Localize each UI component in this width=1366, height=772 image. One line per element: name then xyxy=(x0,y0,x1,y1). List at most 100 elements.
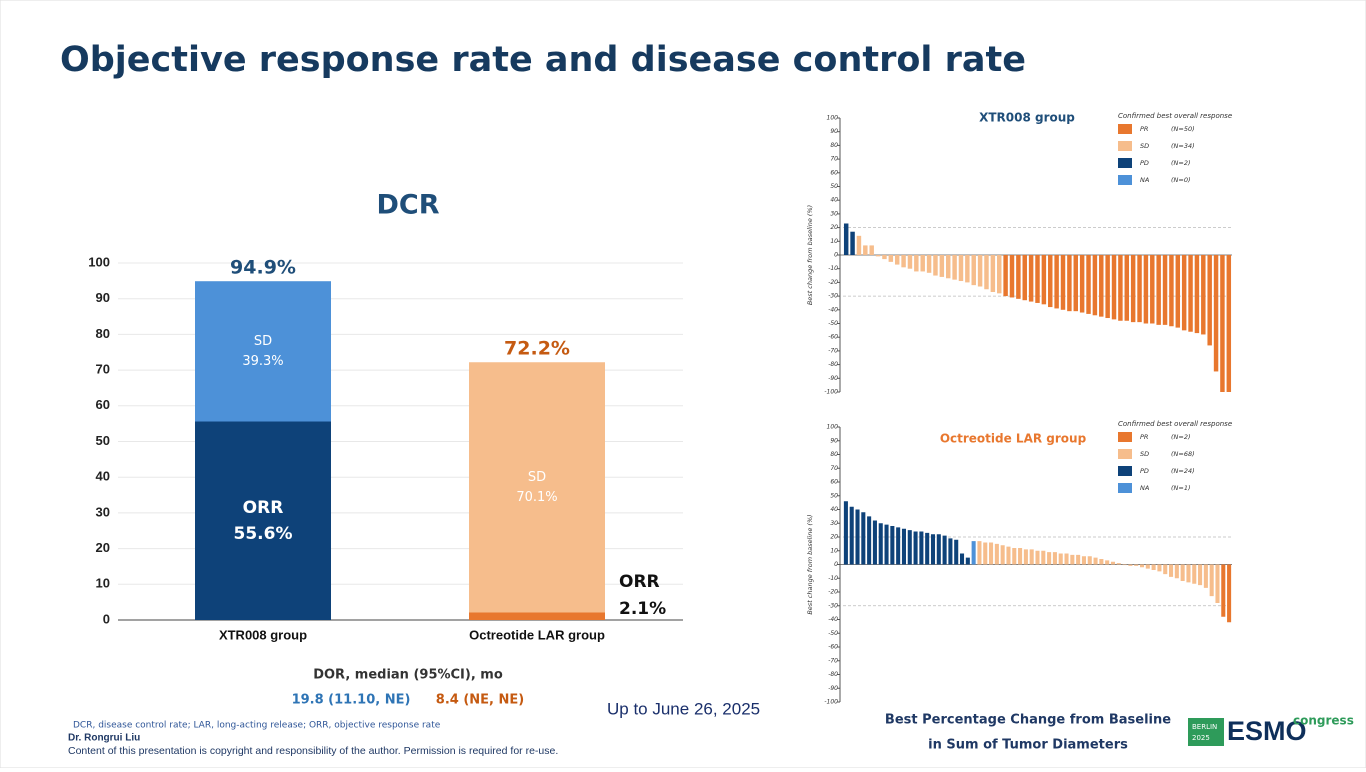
y-axis-label: Best change from baseline (%) xyxy=(806,205,814,305)
y-tick-label: 20 xyxy=(96,540,110,555)
bar xyxy=(1226,255,1232,392)
y-tick-label: 80 xyxy=(830,451,838,458)
y-tick-label: -20 xyxy=(828,279,838,286)
bar xyxy=(1099,559,1104,565)
bar xyxy=(954,539,959,565)
legend-count: (N=24) xyxy=(1171,467,1195,475)
bar xyxy=(1227,564,1232,623)
y-axis-label: Best change from baseline (%) xyxy=(806,514,814,614)
bar xyxy=(1110,561,1116,565)
y-tick-label: 0 xyxy=(834,561,838,568)
bar xyxy=(1054,255,1059,309)
bar xyxy=(1067,255,1072,312)
bar xyxy=(1156,255,1161,325)
bar xyxy=(1169,564,1174,577)
bar xyxy=(1157,564,1162,572)
legend-count: (N=2) xyxy=(1171,159,1191,167)
bar xyxy=(856,235,862,255)
bar xyxy=(1016,255,1021,299)
bar xyxy=(1111,255,1117,320)
legend-swatch xyxy=(1118,466,1132,476)
dor-label: DOR, median (95%CI), mo xyxy=(313,668,503,683)
bar xyxy=(1215,564,1220,603)
legend-count: (N=50) xyxy=(1171,125,1195,133)
logo-suffix: congress xyxy=(1293,714,1354,728)
bar xyxy=(1052,552,1057,565)
bar xyxy=(1175,255,1181,328)
y-tick-label: 100 xyxy=(827,115,839,122)
segment-label: 39.3% xyxy=(242,354,283,369)
y-tick-label: 60 xyxy=(830,169,838,176)
y-tick-label: -30 xyxy=(828,602,838,609)
y-tick-label: 0 xyxy=(103,611,110,626)
bar xyxy=(919,531,924,565)
y-tick-label: 50 xyxy=(96,433,110,448)
y-tick-label: 40 xyxy=(96,469,110,484)
bar xyxy=(1023,549,1028,565)
y-tick-label: -70 xyxy=(828,657,838,664)
bar xyxy=(1058,553,1063,565)
bar xyxy=(1213,255,1219,372)
y-tick-label: -90 xyxy=(828,685,838,692)
chart-title: XTR008 group xyxy=(979,111,1075,125)
y-tick-label: 50 xyxy=(830,183,838,190)
legend-count: (N=68) xyxy=(1171,450,1195,458)
bar xyxy=(965,255,970,283)
bar xyxy=(1203,564,1208,588)
y-tick-label: -40 xyxy=(828,306,838,313)
bar xyxy=(971,541,976,565)
segment-label: 55.6% xyxy=(234,524,293,544)
bar xyxy=(1086,255,1091,314)
bar xyxy=(1188,255,1193,332)
bar xyxy=(977,541,982,565)
bar xyxy=(1047,552,1052,565)
legend-label: PD xyxy=(1140,159,1149,167)
y-tick-label: -40 xyxy=(828,616,838,623)
segment-name: SD xyxy=(528,470,546,485)
bar-segment xyxy=(469,362,605,613)
y-tick-label: 30 xyxy=(830,210,838,217)
bar-segment xyxy=(469,612,605,620)
y-tick-label: -20 xyxy=(828,589,838,596)
legend-count: (N=1) xyxy=(1171,484,1191,492)
bar xyxy=(861,512,866,565)
bar xyxy=(1130,255,1136,323)
total-label: 72.2% xyxy=(504,338,570,360)
bar xyxy=(926,255,932,273)
bar xyxy=(855,509,860,565)
bar xyxy=(1048,255,1053,308)
bar xyxy=(1145,564,1150,569)
y-tick-label: 80 xyxy=(96,326,110,341)
segment-name: ORR xyxy=(243,498,284,518)
bar xyxy=(849,506,854,565)
bar xyxy=(1060,255,1066,310)
bar xyxy=(1139,564,1145,568)
segment-label: 70.1% xyxy=(516,490,557,505)
slide-title: Objective response rate and disease cont… xyxy=(60,40,1026,80)
logo-city: BERLIN xyxy=(1192,723,1217,731)
bar xyxy=(878,523,883,565)
logo-year: 2025 xyxy=(1192,734,1210,742)
y-tick-label: 90 xyxy=(96,290,110,305)
y-tick-label: 10 xyxy=(830,238,838,245)
bar xyxy=(843,501,848,565)
segment-label: 2.1% xyxy=(619,599,666,619)
bar xyxy=(1207,255,1212,346)
bar xyxy=(901,255,906,268)
y-tick-label: -30 xyxy=(828,293,838,300)
y-tick-label: -10 xyxy=(828,575,838,582)
bar xyxy=(1194,255,1200,334)
y-tick-label: -100 xyxy=(824,699,838,706)
y-tick-label: 90 xyxy=(830,437,838,444)
bar xyxy=(1000,545,1005,565)
bar xyxy=(1081,556,1086,565)
y-tick-label: 80 xyxy=(830,142,838,149)
logo-badge xyxy=(1188,718,1224,746)
bar xyxy=(945,255,951,279)
bar xyxy=(901,528,906,565)
y-tick-label: -70 xyxy=(828,347,838,354)
bar xyxy=(971,255,976,286)
y-tick-label: 50 xyxy=(830,492,838,499)
bar xyxy=(942,535,947,565)
